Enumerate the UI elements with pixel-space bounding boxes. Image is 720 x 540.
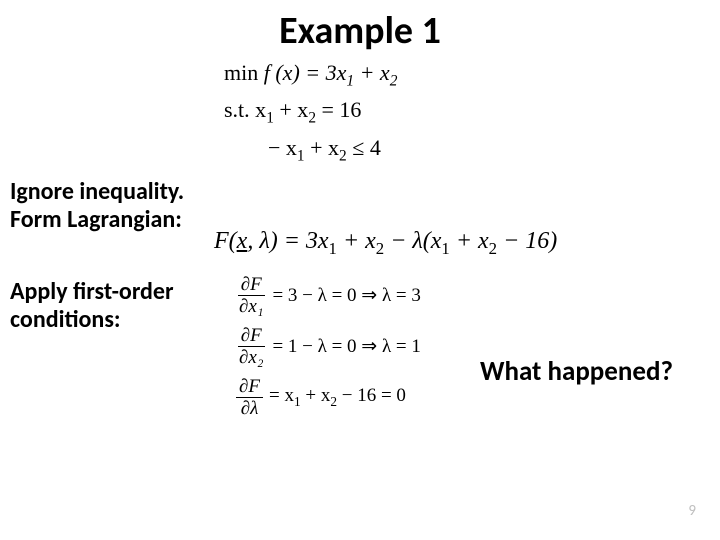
question-text: What happened? <box>480 355 673 388</box>
slide-title: Example 1 <box>0 0 720 54</box>
equality-constraint: s.t. x1 + x2 = 16 <box>224 93 397 130</box>
step1-line2: Form Lagrangian: <box>10 206 184 234</box>
step2-label: Apply first-order conditions: <box>10 278 174 333</box>
partial-icon: ∂F ∂λ <box>236 377 263 418</box>
foc-row-1: ∂F ∂x₁ = 3 − λ = 0 ⇒ λ = 3 <box>236 275 421 316</box>
foc-eq1: = 3 − λ = 0 ⇒ λ = 3 <box>272 286 420 305</box>
partial-icon: ∂F ∂x₁ <box>236 275 266 316</box>
inequality-constraint: − x1 + x2 ≤ 4 <box>224 131 397 168</box>
optimization-problem: min f (x) = 3x1 + x2 s.t. x1 + x2 = 16 −… <box>224 56 397 168</box>
min-label: min <box>224 60 264 85</box>
step2-line1: Apply first-order <box>10 278 174 306</box>
partial-icon: ∂F ∂x₂ <box>236 326 266 367</box>
st-label: s.t. x <box>224 97 266 122</box>
step1-label: Ignore inequality. Form Lagrangian: <box>10 178 184 233</box>
objective-line: min f (x) = 3x1 + x2 <box>224 56 397 93</box>
foc-row-3: ∂F ∂λ = x1 + x2 − 16 = 0 <box>236 377 421 418</box>
objective-fn: f (x) = 3x1 + x2 <box>264 60 398 85</box>
first-order-conditions: ∂F ∂x₁ = 3 − λ = 0 ⇒ λ = 3 ∂F ∂x₂ = 1 − … <box>236 275 421 428</box>
foc-row-2: ∂F ∂x₂ = 1 − λ = 0 ⇒ λ = 1 <box>236 326 421 367</box>
lagrangian-expression: F(x, λ) = 3x1 + x2 − λ(x1 + x2 − 16) <box>214 228 557 259</box>
page-number: 9 <box>688 502 696 520</box>
foc-eq3: = x1 + x2 − 16 = 0 <box>269 386 406 408</box>
step2-line2: conditions: <box>10 306 174 334</box>
step1-line1: Ignore inequality. <box>10 178 184 206</box>
foc-eq2: = 1 − λ = 0 ⇒ λ = 1 <box>272 337 420 356</box>
